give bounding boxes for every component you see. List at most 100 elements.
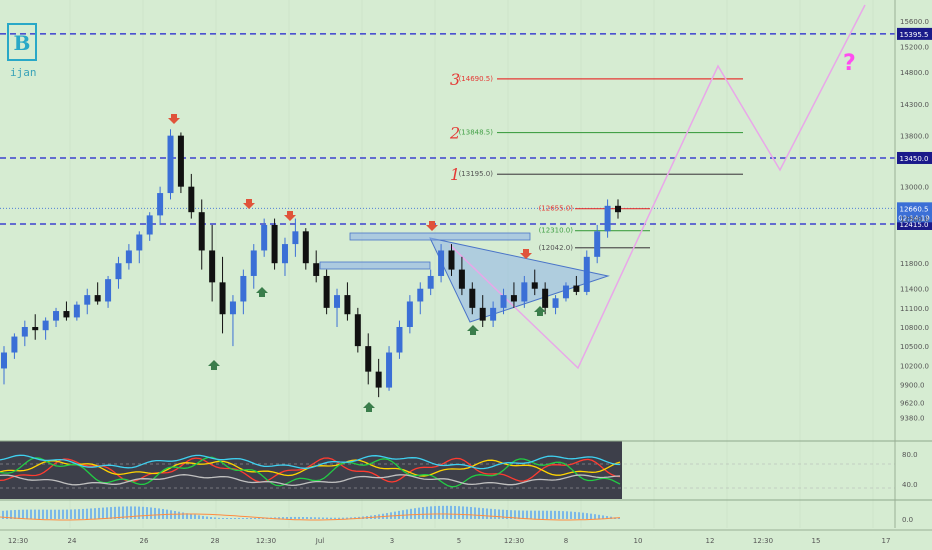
candle-body: [84, 295, 91, 305]
sell-arrow: [426, 221, 438, 231]
volume-bar: [114, 506, 116, 519]
volume-bar: [470, 507, 472, 519]
candle-body: [365, 346, 372, 372]
price-tick-label: 13000.0: [900, 184, 929, 192]
candle-body: [583, 256, 590, 292]
candle-body: [32, 326, 39, 331]
candle-body: [292, 231, 299, 245]
volume-bar: [530, 510, 532, 519]
volume-bar: [546, 510, 548, 519]
volume-bar: [122, 506, 124, 519]
time-axis: 12:30 24 26 28 12:30 Jul 3 5 12:30 8 10 12 12:30 15 17: [0, 529, 932, 545]
time-tick-label: 17: [882, 537, 891, 545]
volume-tick-label: 0.0: [902, 516, 913, 524]
dashed-level-label: 15395.5: [900, 31, 929, 39]
volume-bar: [302, 517, 304, 519]
volume-bar: [426, 506, 428, 519]
candle-body: [21, 326, 28, 337]
time-tick-label: 10: [634, 537, 643, 545]
volume-bar: [562, 511, 564, 519]
candle-body: [281, 244, 288, 264]
volume-bar: [146, 507, 148, 519]
candle-body: [271, 224, 278, 264]
buy-arrow: [363, 402, 375, 412]
volume-bar: [22, 509, 24, 519]
sell-arrow: [243, 199, 255, 209]
volume-bar: [298, 516, 300, 519]
near-level-label: (12655.0): [539, 205, 574, 213]
volume-bar: [334, 517, 336, 519]
price-tick-label: 9900.0: [900, 381, 925, 389]
volume-bar: [274, 517, 276, 519]
volume-bar: [98, 507, 100, 519]
candle-body: [469, 288, 476, 308]
volume-bar: [294, 516, 296, 519]
projection-line: [449, 4, 866, 370]
candle-body: [531, 282, 538, 289]
volume-bar: [594, 514, 596, 519]
volume-bar: [202, 515, 204, 519]
candle-body: [438, 250, 445, 276]
volume-bar: [486, 508, 488, 519]
candle-body: [406, 301, 413, 327]
near-level-label: (12310.0): [539, 227, 574, 235]
oscillator-panel: [0, 440, 932, 501]
price-tick-label: 13800.0: [900, 133, 929, 141]
volume-bar: [30, 509, 32, 519]
brand: B ijan: [7, 23, 37, 79]
volume-bar: [422, 507, 424, 519]
candle-body: [417, 288, 424, 302]
volume-bar: [506, 509, 508, 519]
candle-body: [604, 205, 611, 232]
candle-body: [354, 314, 361, 347]
target-value-label: (13848.5): [459, 129, 494, 137]
candle-body: [115, 263, 122, 280]
candle-body: [334, 295, 341, 308]
consolidation-boxes: [319, 232, 531, 270]
volume-bar: [322, 517, 324, 519]
volume-bar: [478, 507, 480, 519]
volume-bar: [106, 507, 108, 519]
candle-body: [11, 336, 18, 353]
volume-bar: [606, 516, 608, 519]
volume-bar: [442, 505, 444, 519]
volume-bar: [238, 518, 240, 519]
volume-bar: [162, 508, 164, 519]
volume-bar: [206, 516, 208, 519]
current-price-label: 12660.5: [900, 205, 929, 213]
volume-bar: [346, 517, 348, 519]
candle-body: [188, 186, 195, 213]
price-axis: 16335.015395.513450.012415.012660.502:14…: [894, 0, 932, 528]
volume-bar: [242, 518, 244, 519]
time-tick-label: 28: [211, 537, 220, 545]
volume-bar: [278, 517, 280, 519]
dashed-level-label: 12415.0: [900, 221, 929, 229]
volume-bar: [182, 512, 184, 519]
price-tick-label: 15200.0: [900, 43, 929, 51]
volume-bar: [590, 513, 592, 519]
volume-bar: [450, 505, 452, 519]
oscillator-line: [0, 456, 621, 488]
candle-body: [396, 326, 403, 353]
volume-bar: [522, 510, 524, 519]
volume-bar: [10, 510, 12, 519]
volume-bar: [174, 510, 176, 519]
volume-bar: [82, 508, 84, 519]
candle-body: [1, 352, 7, 369]
candle-body: [125, 250, 132, 264]
volume-bar: [494, 509, 496, 519]
volume-bar: [542, 510, 544, 519]
sell-arrow: [284, 211, 296, 221]
target-number: 3: [450, 70, 460, 89]
candle-body: [73, 304, 80, 318]
volume-bar: [222, 518, 224, 519]
volume-bar: [518, 510, 520, 519]
target-value-label: (14690.5): [459, 75, 494, 83]
volume-bar: [526, 510, 528, 519]
volume-bar: [502, 509, 504, 519]
volume-bar: [430, 506, 432, 519]
time-tick-label: 3: [390, 537, 394, 545]
volume-bar: [214, 517, 216, 519]
volume-bar: [474, 507, 476, 519]
